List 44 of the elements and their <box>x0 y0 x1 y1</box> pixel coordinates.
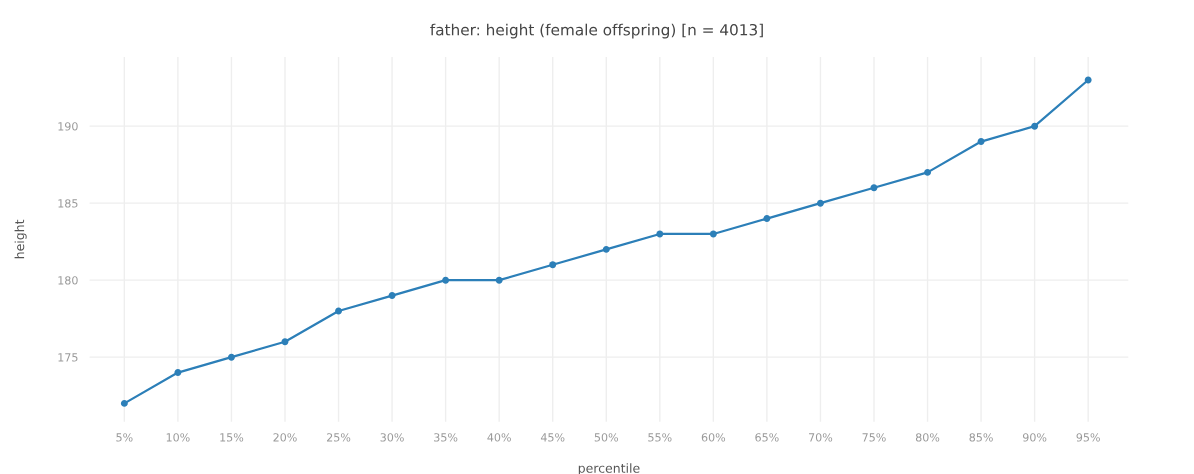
y-tick-label: 185 <box>58 199 78 208</box>
x-tick-label: 35% <box>434 433 458 442</box>
x-tick-label: 15% <box>220 433 244 442</box>
point <box>120 399 128 407</box>
point <box>174 369 182 377</box>
point <box>495 276 503 284</box>
point <box>227 353 235 361</box>
x-tick-label: 60% <box>701 433 726 442</box>
point <box>1031 122 1039 130</box>
x-tick-label: 40% <box>487 433 511 442</box>
y-tick-label: 180 <box>58 276 78 285</box>
y-tick-label: 190 <box>58 122 78 131</box>
x-tick-label: 85% <box>969 433 993 442</box>
x-tick-label: 25% <box>327 433 351 442</box>
point <box>442 276 450 284</box>
x-tick-label: 80% <box>915 433 940 442</box>
x-tick-label: 45% <box>540 433 565 442</box>
point <box>709 230 717 238</box>
y-tick-label: 175 <box>58 353 78 362</box>
point <box>977 138 985 146</box>
x-tick-label: 55% <box>648 433 672 442</box>
x-tick-label: 75% <box>862 433 886 442</box>
x-tick-label: 70% <box>809 433 833 442</box>
point <box>335 307 343 315</box>
x-tick-label: 30% <box>380 433 404 442</box>
x-tick-label: 95% <box>1076 433 1100 442</box>
point <box>388 292 396 300</box>
point <box>281 338 289 346</box>
point <box>656 230 664 238</box>
x-tick-label: 65% <box>755 433 779 442</box>
x-tick-label: 10% <box>166 433 190 442</box>
x-tick-label: 90% <box>1022 433 1047 442</box>
chart-title: father: height (female offspring) [n = 4013] <box>430 23 763 39</box>
point <box>549 261 557 269</box>
x-tick-label: 20% <box>273 433 297 442</box>
point <box>763 215 771 223</box>
point <box>816 199 824 207</box>
x-tick-label: 5% <box>116 433 133 442</box>
y-axis-title: height <box>14 219 27 259</box>
point <box>870 184 878 192</box>
x-tick-label: 50% <box>594 433 618 442</box>
point <box>1084 76 1092 84</box>
point <box>924 168 932 176</box>
point <box>602 245 610 253</box>
